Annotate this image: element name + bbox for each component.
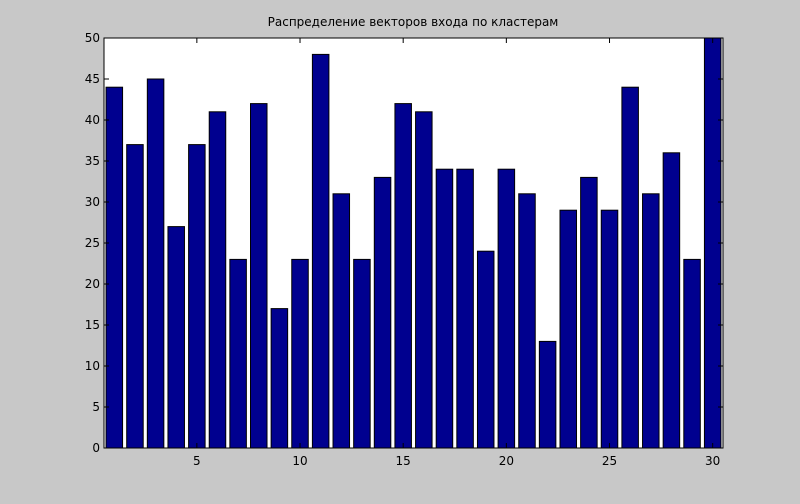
y-tick-label: 45 <box>85 72 100 86</box>
bar-11 <box>311 53 330 449</box>
chart-title: Распределение векторов входа по кластера… <box>268 15 559 29</box>
bar-22 <box>538 340 557 449</box>
y-tick-label: 10 <box>85 359 100 373</box>
bar-20 <box>497 168 516 449</box>
bar-5 <box>188 144 206 449</box>
bar-26 <box>621 86 639 449</box>
y-tick-label: 15 <box>85 318 100 332</box>
bar-12 <box>332 193 351 449</box>
bar-15 <box>394 103 412 449</box>
bar-6 <box>208 111 227 449</box>
y-tick-label: 50 <box>85 31 100 45</box>
bar-18 <box>456 168 474 449</box>
x-tick-label: 15 <box>396 454 411 468</box>
x-axis: 5 10 15 20 25 30 <box>193 38 720 468</box>
bar-10 <box>291 258 309 449</box>
y-tick-label: 40 <box>85 113 100 127</box>
bar-27 <box>642 193 660 449</box>
bar-14 <box>373 176 392 449</box>
y-tick-label: 0 <box>92 441 100 455</box>
x-tick-label: 10 <box>292 454 307 468</box>
bar-3 <box>146 78 165 449</box>
bar-23 <box>559 209 578 449</box>
bar-29 <box>683 258 701 449</box>
bar-28 <box>662 152 681 449</box>
bars <box>105 37 722 449</box>
y-tick-label: 5 <box>92 400 100 414</box>
bar-9 <box>270 308 289 449</box>
x-tick-label: 25 <box>602 454 617 468</box>
bar-1 <box>105 86 124 449</box>
y-tick-label: 30 <box>85 195 100 209</box>
bar-7 <box>229 258 247 449</box>
bar-16 <box>415 111 433 449</box>
bar-19 <box>476 250 495 449</box>
y-tick-label: 35 <box>85 154 100 168</box>
y-axis: 0 5 10 15 20 25 30 35 40 45 50 <box>85 31 723 455</box>
plot-area <box>104 38 723 448</box>
y-tick-label: 20 <box>85 277 100 291</box>
x-tick-label: 5 <box>193 454 201 468</box>
bar-24 <box>580 176 598 449</box>
bar-25 <box>600 209 619 449</box>
bar-13 <box>353 258 371 449</box>
bar-17 <box>435 168 454 449</box>
bar-8 <box>250 103 268 449</box>
y-tick-label: 25 <box>85 236 100 250</box>
x-tick-label: 20 <box>499 454 514 468</box>
bar-2 <box>126 144 144 449</box>
bar-4 <box>167 226 185 449</box>
x-tick-label: 30 <box>705 454 720 468</box>
bar-21 <box>518 193 536 449</box>
